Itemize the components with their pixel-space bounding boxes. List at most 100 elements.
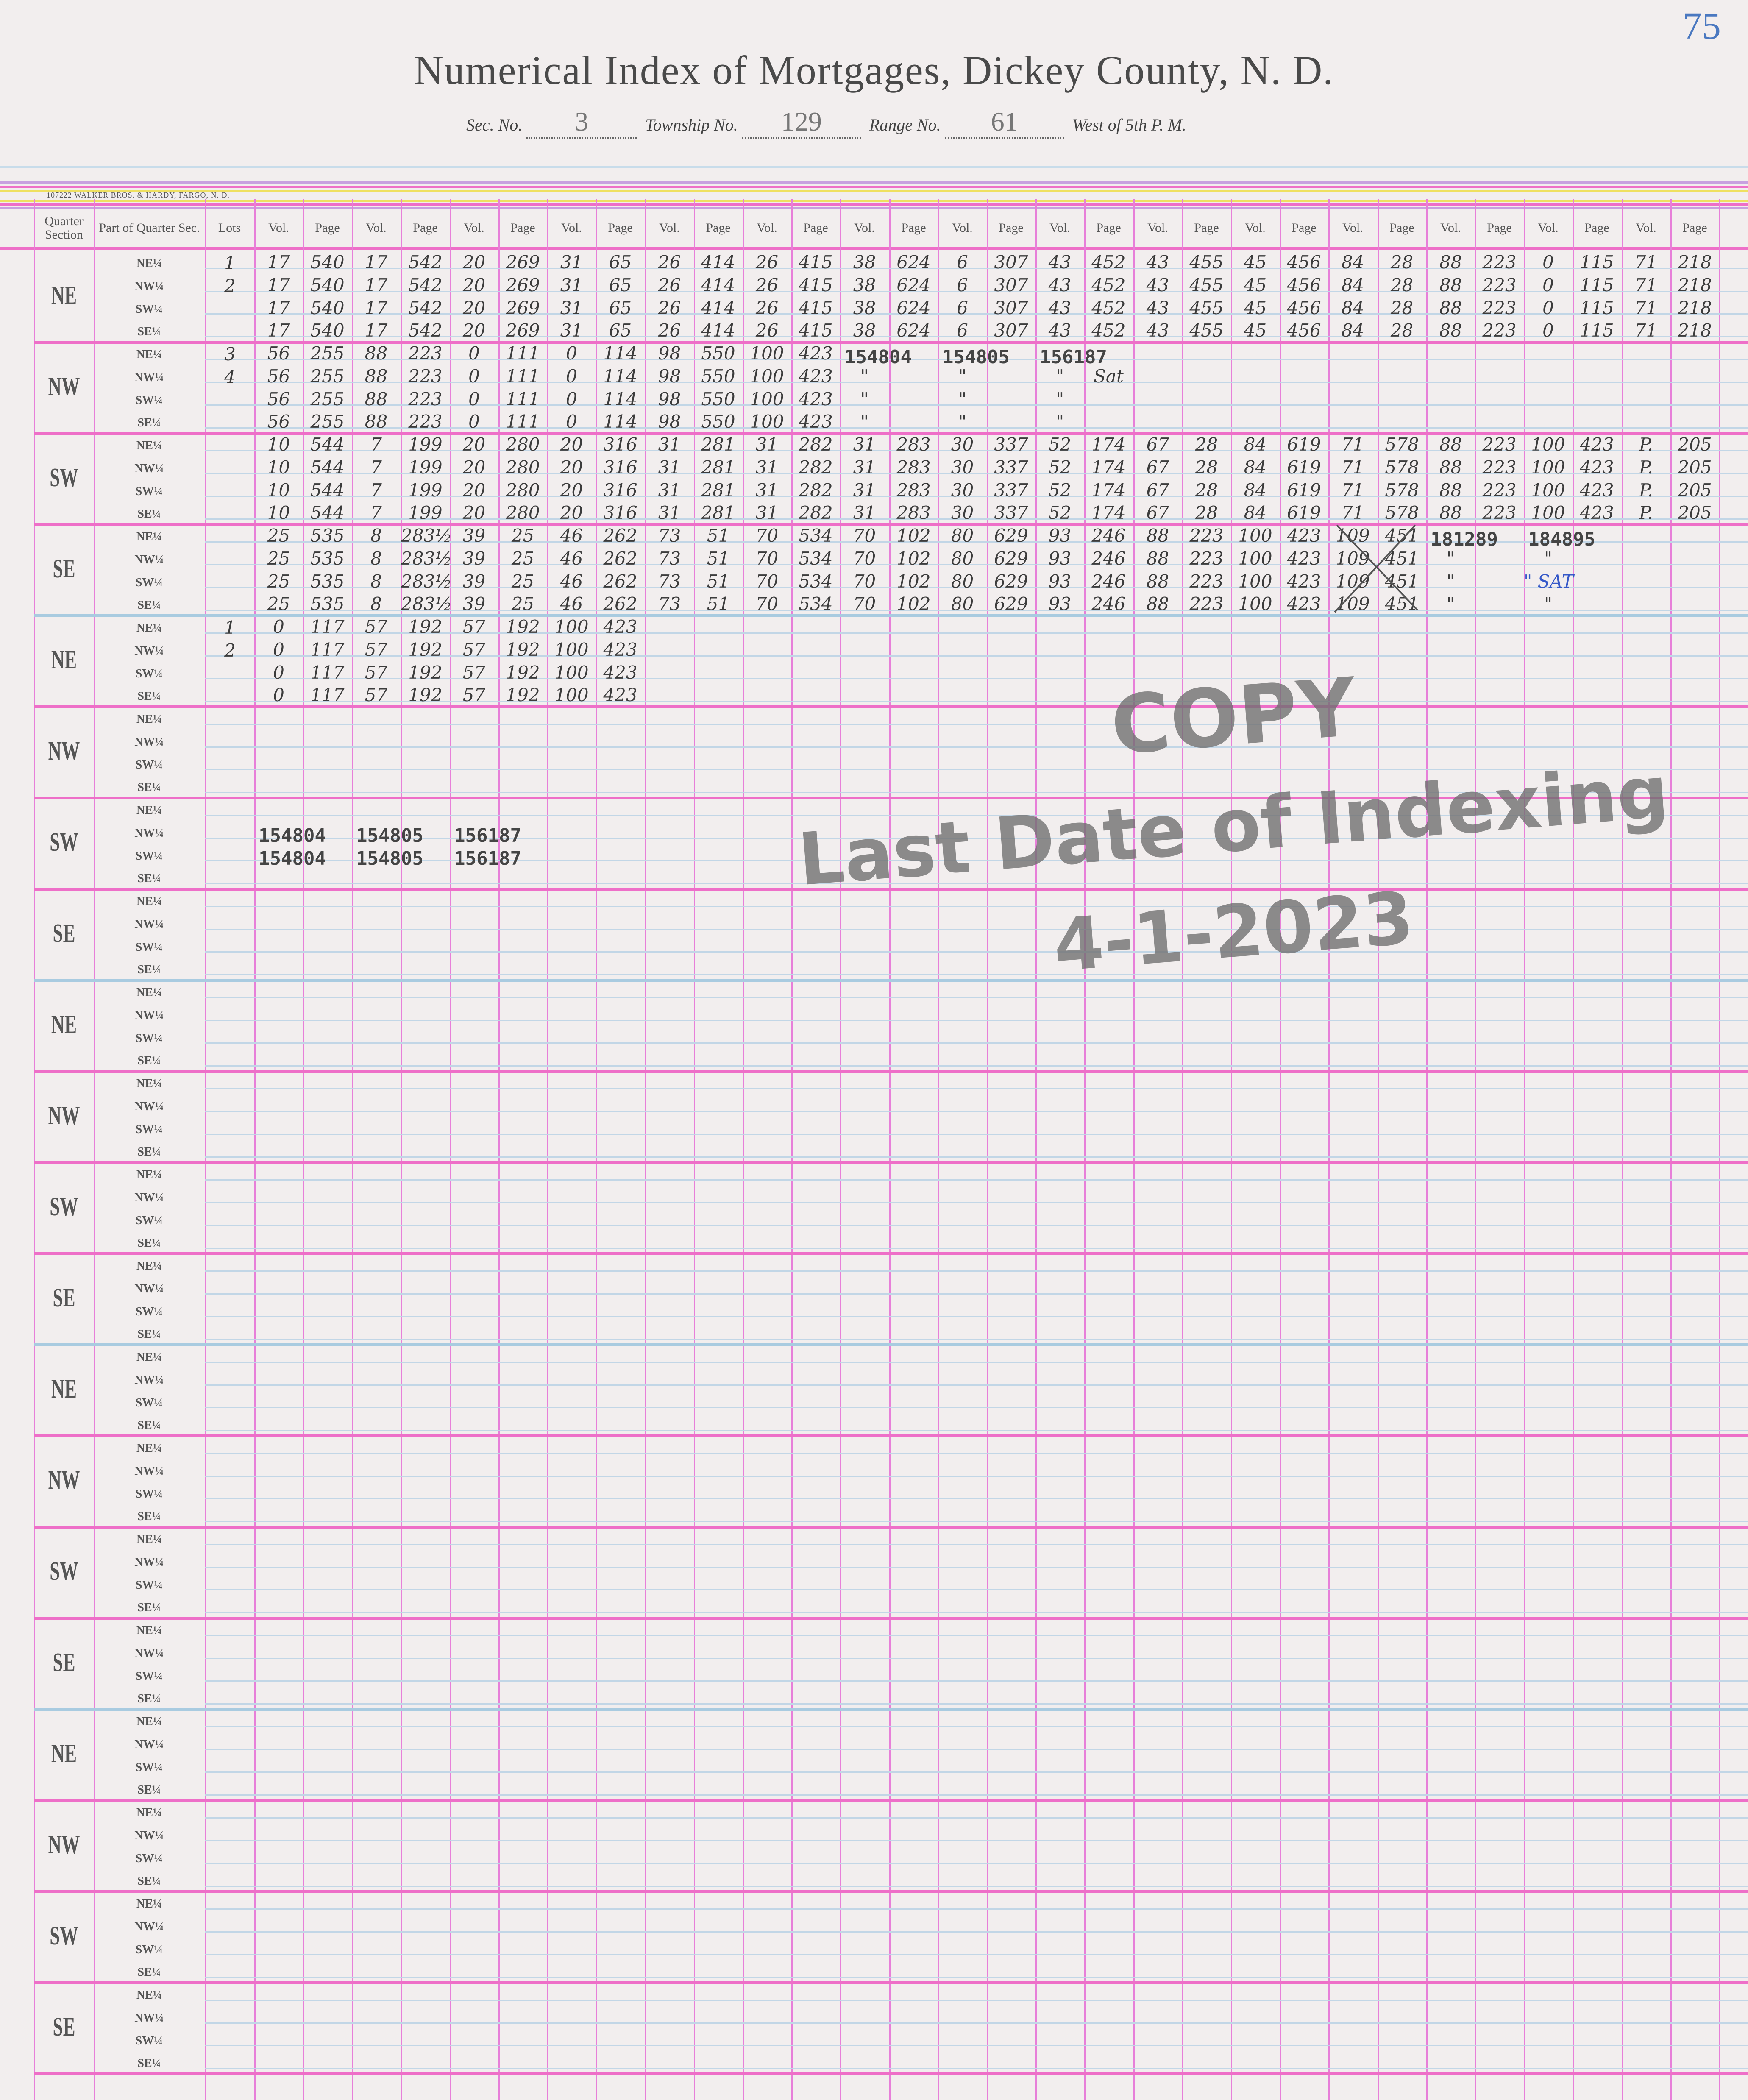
volume-entry: " [958, 366, 967, 387]
row-rule [205, 1817, 1748, 1819]
volume-entry: 100 [1238, 593, 1272, 614]
page-entry: 223 [1482, 434, 1517, 455]
volume-entry: " [1446, 593, 1455, 614]
row-rule [205, 313, 1748, 315]
volume-entry: 100 [1238, 571, 1272, 592]
header-page: Page [1584, 220, 1609, 235]
volume-entry: 100 [1531, 502, 1565, 523]
page-entry: 455 [1189, 275, 1224, 295]
volume-entry: 31 [755, 457, 779, 478]
page-entry: 174 [1091, 502, 1126, 523]
volume-entry: 0 [468, 389, 480, 409]
volume-entry: 7 [370, 434, 382, 455]
volume-entry: 70 [853, 548, 876, 569]
lot-number: 1 [224, 617, 236, 638]
page-entry: 455 [1189, 320, 1224, 341]
column-rule [694, 199, 695, 2100]
section-rule [34, 614, 1748, 617]
lot-number: 4 [224, 367, 236, 387]
volume-entry: 31 [853, 457, 876, 478]
volume-entry: 84 [1244, 457, 1267, 478]
volume-entry: 56 [267, 343, 290, 364]
header-page: Page [1682, 220, 1707, 235]
row-rule [205, 359, 1748, 360]
part-of-quarter-label: NE¼ [136, 1989, 162, 2002]
row-rule [205, 1270, 1748, 1272]
volume-entry: 6 [957, 252, 968, 273]
page-entry: 452 [1091, 275, 1126, 295]
row-rule [205, 655, 1748, 657]
page-entry: 223 [1189, 525, 1224, 546]
page-entry: 246 [1091, 593, 1126, 614]
part-of-quarter-label: SE¼ [137, 599, 161, 612]
stamped-document-number: 181289 [1431, 529, 1498, 550]
volume-entry: 17 [267, 252, 290, 273]
blue-rule [0, 166, 1748, 168]
section-rule [34, 2072, 1748, 2075]
page-entry: 415 [799, 252, 833, 273]
part-of-quarter-label: NE¼ [136, 713, 162, 726]
page-entry: 578 [1385, 457, 1419, 478]
page-entry: 629 [994, 593, 1028, 614]
volume-entry: 93 [1048, 525, 1072, 546]
page-entry: 455 [1189, 298, 1224, 318]
page-entry: 423 [799, 343, 833, 364]
volume-entry: 0 [566, 366, 577, 387]
volume-entry: 43 [1146, 252, 1169, 273]
page-entry: 174 [1091, 457, 1126, 478]
volume-entry: 98 [658, 411, 681, 432]
page-entry: 534 [799, 593, 833, 614]
volume-entry: 100 [1531, 457, 1565, 478]
volume-entry: 30 [951, 502, 974, 523]
volume-entry: 8 [370, 593, 382, 614]
page-entry: 307 [994, 252, 1028, 273]
page-entry: 283½ [401, 525, 452, 546]
volume-entry: 25 [267, 593, 290, 614]
page-entry: 452 [1091, 252, 1126, 273]
volume-entry: 25 [267, 525, 290, 546]
row-rule [205, 1977, 1748, 1978]
volume-entry: 100 [1238, 548, 1272, 569]
quarter-section-label: SW [50, 1557, 78, 1586]
section-rule [34, 1799, 1748, 1802]
volume-entry: 20 [462, 320, 486, 341]
volume-entry: 31 [560, 252, 583, 273]
page-entry: 223 [1482, 275, 1517, 295]
volume-entry: 0 [273, 616, 284, 637]
part-of-quarter-label: NE¼ [136, 1077, 162, 1090]
row-rule [205, 541, 1748, 543]
row-rule [205, 404, 1748, 406]
volume-entry: 45 [1244, 252, 1267, 273]
lot-number: 1 [224, 253, 236, 273]
page-entry: 550 [701, 389, 735, 409]
row-rule [205, 1544, 1748, 1545]
page-entry: 423 [603, 616, 637, 637]
row-rule [205, 427, 1748, 429]
page-entry: 316 [603, 457, 637, 478]
header-vol: Vol. [561, 220, 582, 235]
page-entry: 28 [1390, 320, 1414, 341]
page-entry: 423 [799, 389, 833, 409]
page-entry: 282 [799, 434, 833, 455]
row-rule [205, 1886, 1748, 1887]
volume-entry: 45 [1244, 275, 1267, 295]
volume-entry: 31 [853, 480, 876, 501]
header-page: Page [901, 220, 926, 235]
page-entry: 262 [603, 593, 637, 614]
row-rule [205, 2000, 1748, 2001]
page-entry: 542 [408, 252, 443, 273]
header-vol: Vol. [854, 220, 875, 235]
page-entry: 28 [1195, 434, 1218, 455]
row-rule [205, 1065, 1748, 1067]
part-of-quarter-label: SE¼ [137, 872, 161, 885]
quarter-section-label: NW [48, 1101, 80, 1130]
volume-entry: 25 [267, 548, 290, 569]
header-page: Page [999, 220, 1024, 235]
column-rule [1426, 199, 1428, 2100]
page-entry: 223 [1482, 502, 1517, 523]
page-entry: 456 [1287, 275, 1321, 295]
part-of-quarter-label: SW¼ [135, 1305, 163, 1318]
volume-entry: 26 [658, 298, 681, 318]
row-rule [205, 1453, 1748, 1454]
part-of-quarter-label: SE¼ [137, 1510, 161, 1523]
